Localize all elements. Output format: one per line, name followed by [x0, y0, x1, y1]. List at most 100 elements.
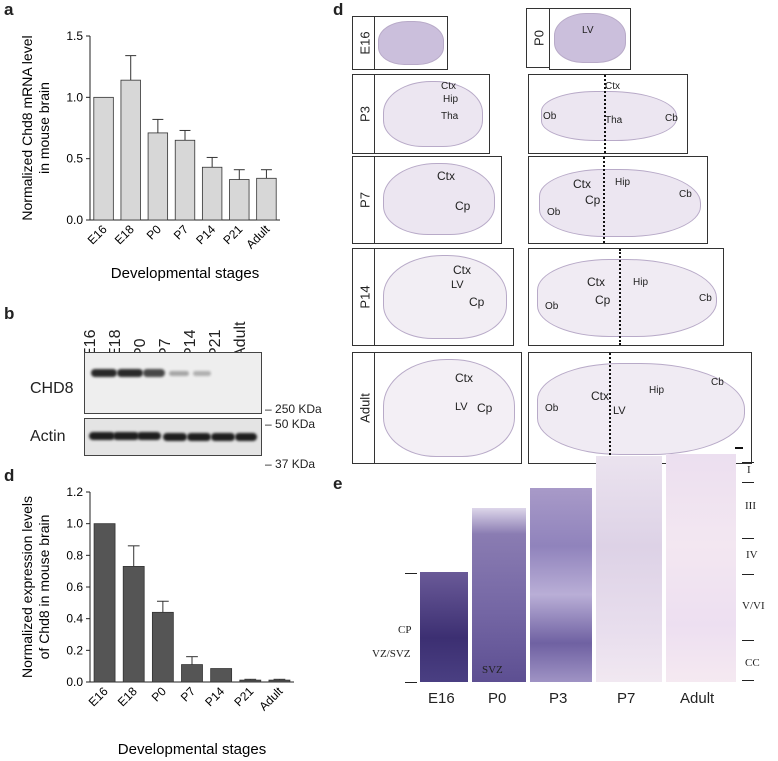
layer-i: I — [747, 464, 751, 476]
y-tick-label: 0.8 — [66, 548, 83, 562]
band-chd8-p0 — [143, 369, 165, 377]
cortex-label-p7: P7 — [617, 690, 636, 707]
bar-adult — [268, 679, 291, 683]
blot-label-chd8: CHD8 — [30, 380, 74, 397]
label-ctx-adults: Ctx — [591, 389, 609, 403]
bar-e16 — [93, 96, 114, 221]
x-tick-label: P0 — [149, 684, 170, 705]
x-tick-label: P7 — [171, 222, 192, 243]
cortex-label-e16: E16 — [428, 690, 455, 707]
y-tick-label: 0.4 — [66, 612, 83, 626]
tissue-p7-coronal — [383, 163, 495, 235]
bar-e18 — [120, 79, 141, 221]
band-actin-2 — [113, 432, 139, 440]
label-cb-p3: Cb — [665, 113, 678, 124]
x-axis-title: Developmental stages — [111, 265, 259, 282]
y-axis-title-line1: Normalized expression levels — [19, 496, 35, 678]
stage-label-adult: Adult — [352, 352, 378, 464]
label-cb-p14: Cb — [699, 293, 712, 304]
label-ctx-p14: Ctx — [453, 263, 471, 277]
section-p3-sagittal: Ctx Tha Ob Cb — [528, 74, 688, 154]
panel-label-d-chart: d — [4, 466, 15, 485]
tick-l1-bottom — [742, 482, 754, 483]
y-tick-label: 1.5 — [66, 29, 83, 43]
x-tick-label: P14 — [202, 684, 227, 709]
bar-e16 — [93, 523, 116, 683]
x-tick-label: P14 — [193, 222, 218, 247]
layer-v-vi: V/VI — [742, 600, 765, 612]
stage-label-p0: P0 — [526, 8, 552, 68]
y-tick-label: 1.0 — [66, 90, 83, 104]
y-tick-label: 0.2 — [66, 643, 83, 657]
layer-iii: III — [745, 500, 756, 512]
stage-adult-text: Adult — [357, 393, 373, 423]
x-tick-label: E16 — [85, 222, 110, 247]
label-tha-p3s: Tha — [605, 115, 623, 126]
label-ctx-p7: Ctx — [437, 169, 455, 183]
x-tick-label: Adult — [256, 684, 286, 714]
bar-p7 — [181, 664, 203, 683]
y-tick-label: 0.6 — [66, 580, 83, 594]
blot-chd8-strip — [84, 352, 262, 414]
band-chd8-e16 — [91, 369, 117, 377]
x-tick-label: E18 — [112, 222, 137, 247]
section-p3-coronal: Ctx Hip Tha — [374, 74, 490, 154]
label-lv-adults: LV — [613, 405, 626, 417]
band-chd8-p14 — [193, 371, 211, 376]
scale-bar — [735, 447, 743, 449]
stage-label-p3: P3 — [352, 74, 378, 154]
tick-l4-bottom — [742, 574, 754, 575]
y-tick-label: 1.0 — [66, 517, 83, 531]
label-tha-p3: Tha — [441, 111, 459, 122]
tick-l56-bottom — [742, 640, 754, 641]
x-tick-label: P7 — [178, 684, 199, 705]
bar-p0 — [151, 611, 174, 683]
section-adult-coronal: Ctx LV Cp — [374, 352, 522, 464]
label-ob-adult: Ob — [545, 403, 559, 414]
blot-actin-strip — [84, 418, 262, 456]
label-ob-p3: Ob — [543, 111, 557, 122]
label-hip-p14: Hip — [633, 277, 649, 288]
tick-l1-top — [742, 462, 754, 463]
label-ctx-adult: Ctx — [455, 371, 473, 385]
x-tick-label: P21 — [220, 222, 245, 247]
label-ctx-p3s: Ctx — [605, 81, 620, 92]
cortex-label-p0: P0 — [488, 690, 507, 707]
cortex-strip-adult — [666, 454, 736, 682]
y-tick-label: 1.2 — [66, 485, 83, 499]
tissue-p0 — [554, 13, 626, 63]
layer-iv: IV — [746, 549, 758, 561]
x-tick-label: P0 — [144, 222, 165, 243]
tick-vz-bottom — [405, 682, 417, 683]
label-lv-p0: LV — [582, 25, 594, 36]
section-p14-sagittal: Ctx Cp Hip Ob Cb — [528, 248, 724, 346]
bar-p21 — [229, 179, 250, 221]
label-hip-p7: Hip — [615, 177, 631, 188]
layer-cc: CC — [745, 657, 760, 669]
zone-svz: SVZ — [482, 664, 503, 676]
stage-p0-text: P0 — [531, 30, 547, 46]
label-ob-p7: Ob — [547, 207, 561, 218]
x-tick-label: Adult — [243, 222, 273, 252]
bar-p21 — [239, 679, 262, 683]
cortex-label-p3: P3 — [549, 690, 568, 707]
bar-p14 — [210, 668, 233, 683]
tissue-p3-sagittal — [541, 91, 677, 141]
cortex-strip-p3 — [530, 488, 592, 682]
y-tick-label: 0.5 — [66, 152, 83, 166]
stage-e16-text: E16 — [357, 31, 373, 55]
tissue-adult-sagittal — [537, 363, 745, 455]
zone-cp: CP — [398, 624, 412, 636]
x-axis-title: Developmental stages — [118, 741, 266, 758]
section-p14-coronal: Ctx LV Cp — [374, 248, 514, 346]
cortex-strip-p7 — [596, 456, 662, 682]
band-chd8-p7 — [169, 371, 189, 376]
label-hip-p3: Hip — [443, 94, 459, 105]
bar-e18 — [122, 566, 145, 683]
tick-cc-bottom — [742, 680, 754, 681]
tick-l3-bottom — [742, 538, 754, 539]
bar-adult — [256, 177, 277, 221]
stage-p14-text: P14 — [357, 285, 373, 309]
bar-p0 — [147, 132, 169, 221]
section-line-p3 — [604, 75, 606, 153]
